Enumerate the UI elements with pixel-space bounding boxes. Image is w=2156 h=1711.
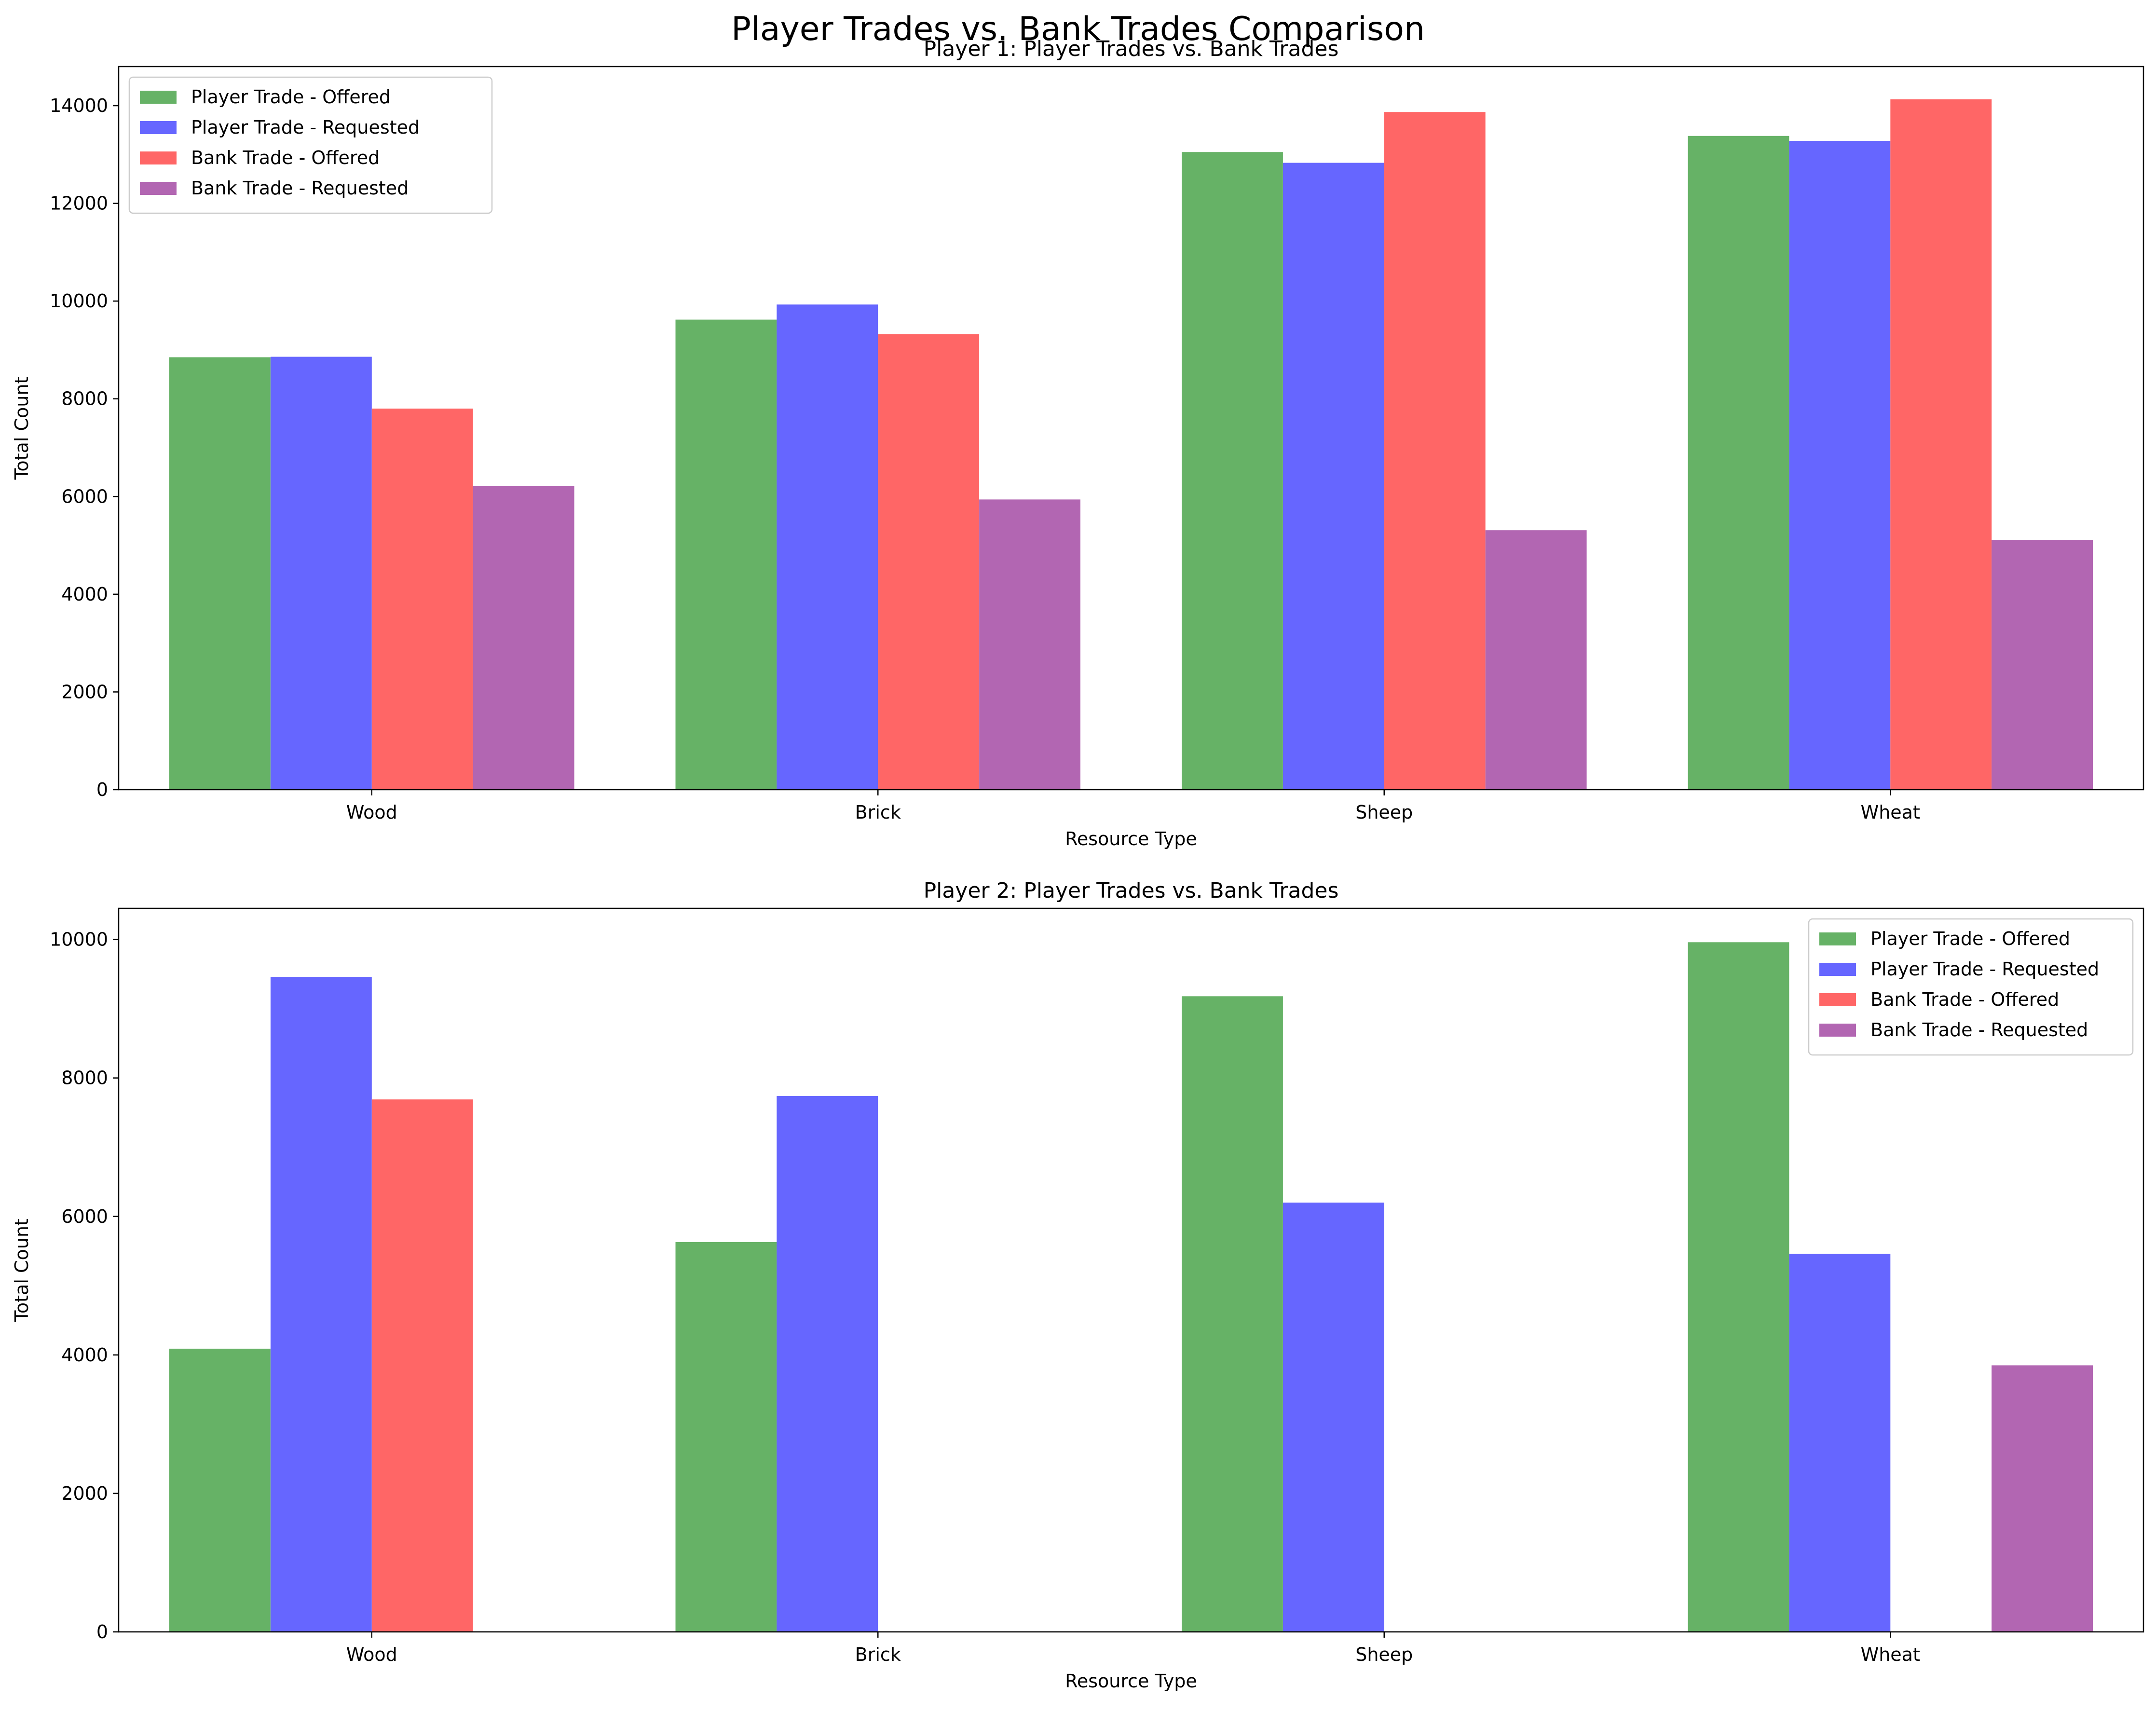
bar-player-requested-wood — [270, 977, 372, 1632]
legend: Player Trade - Offered Player Trade - Req… — [128, 76, 493, 214]
bar-bank-requested-sheep — [1485, 530, 1587, 790]
y-axis-label: Total Count — [11, 377, 32, 480]
bar-bank-offered-wood — [371, 1099, 473, 1632]
legend: Player Trade - Offered Player Trade - Req… — [1808, 918, 2134, 1056]
bar-bank-requested-wheat — [1992, 1365, 2093, 1632]
plot-frame — [118, 907, 2144, 1633]
bar-bank-offered-wheat — [1890, 99, 1992, 790]
legend-swatch-player-requested — [140, 121, 177, 134]
bar-player-offered-wood — [169, 1348, 271, 1632]
x-tick-label-wood: Wood — [346, 1644, 397, 1665]
figure-suptitle: Player Trades vs. Bank Trades Comparison — [731, 10, 1425, 48]
bar-player-requested-brick — [777, 1096, 878, 1632]
legend-label-bank-offered: Bank Trade - Offered — [1870, 989, 2059, 1010]
x-tick-label-wood: Wood — [346, 802, 397, 823]
y-tick-label: 2000 — [61, 681, 108, 702]
x-axis-label: Resource Type — [1065, 1670, 1197, 1692]
legend-swatch-player-requested — [1819, 963, 1856, 976]
y-tick-label: 6000 — [61, 486, 108, 507]
y-tick-label: 4000 — [61, 1344, 108, 1366]
y-axis-label: Total Count — [11, 1218, 32, 1322]
bar-bank-offered-wood — [371, 409, 473, 790]
x-tick-label-sheep: Sheep — [1355, 802, 1413, 823]
bar-bank-offered-sheep — [1384, 112, 1486, 790]
bar-player-offered-brick — [675, 1242, 777, 1632]
legend-swatch-player-offered — [1819, 932, 1856, 945]
y-tick-label: 2000 — [61, 1483, 108, 1504]
x-tick-label-brick: Brick — [855, 1644, 901, 1665]
bar-player-offered-sheep — [1182, 152, 1283, 790]
y-tick-label: 8000 — [61, 388, 108, 410]
legend-label-player-requested: Player Trade - Requested — [191, 117, 420, 138]
y-tick-label: 8000 — [61, 1068, 108, 1089]
bar-player-requested-wood — [270, 356, 372, 790]
bar-player-offered-brick — [675, 319, 777, 790]
y-tick-label: 0 — [96, 779, 108, 800]
y-tick-label: 10000 — [50, 290, 108, 312]
legend-label-player-requested: Player Trade - Requested — [1870, 958, 2099, 980]
plot-frame — [118, 66, 2144, 791]
bar-player-requested-wheat — [1789, 1254, 1891, 1632]
y-tick-label: 0 — [96, 1621, 108, 1643]
legend-swatch-bank-requested — [1819, 1024, 1856, 1037]
y-tick-label: 10000 — [50, 929, 108, 950]
legend-swatch-bank-offered — [140, 151, 177, 164]
bar-bank-requested-wood — [473, 486, 574, 790]
chart-title: Player 1: Player Trades vs. Bank Trades — [924, 37, 1339, 61]
bar-player-requested-sheep — [1283, 163, 1384, 790]
legend-label-player-offered: Player Trade - Offered — [191, 86, 391, 108]
legend-swatch-bank-requested — [140, 182, 177, 195]
y-tick-label: 6000 — [61, 1206, 108, 1227]
x-axis-label: Resource Type — [1065, 828, 1197, 849]
legend-label-bank-requested: Bank Trade - Requested — [191, 178, 409, 199]
bar-bank-requested-wheat — [1992, 540, 2093, 790]
bar-player-offered-wheat — [1688, 942, 1789, 1632]
chart-panel-1: 0 2000 4000 6000 8000 10000 12000 14000 Wood Bric… — [11, 37, 2144, 849]
legend-label-bank-requested: Bank Trade - Requested — [1870, 1019, 2088, 1040]
legend-label-bank-offered: Bank Trade - Offered — [191, 147, 380, 168]
bar-bank-requested-brick — [979, 499, 1080, 790]
legend-label-player-offered: Player Trade - Offered — [1870, 928, 2070, 949]
y-tick-label: 4000 — [61, 584, 108, 605]
legend-swatch-bank-offered — [1819, 993, 1856, 1006]
legend-swatch-player-offered — [140, 91, 177, 104]
bar-player-offered-sheep — [1182, 996, 1283, 1632]
x-tick-label-wheat: Wheat — [1861, 802, 1920, 823]
x-tick-label-wheat: Wheat — [1861, 1644, 1920, 1665]
x-tick-label-brick: Brick — [855, 802, 901, 823]
legend-frame — [1808, 918, 2134, 1056]
chart-panel-2: 0 2000 4000 6000 8000 10000 Wood Brick Sheep Whea… — [11, 878, 2144, 1692]
x-tick-label-sheep: Sheep — [1355, 1644, 1413, 1665]
chart-title: Player 2: Player Trades vs. Bank Trades — [924, 878, 1339, 903]
bar-player-requested-sheep — [1283, 1203, 1384, 1632]
y-tick-label: 12000 — [50, 193, 108, 214]
bar-player-offered-wheat — [1688, 136, 1789, 790]
legend-frame — [128, 76, 493, 214]
bar-player-requested-brick — [777, 304, 878, 790]
bar-player-requested-wheat — [1789, 141, 1891, 790]
bar-bank-offered-brick — [878, 334, 980, 790]
y-tick-label: 14000 — [50, 95, 108, 116]
bar-player-offered-wood — [169, 357, 271, 790]
